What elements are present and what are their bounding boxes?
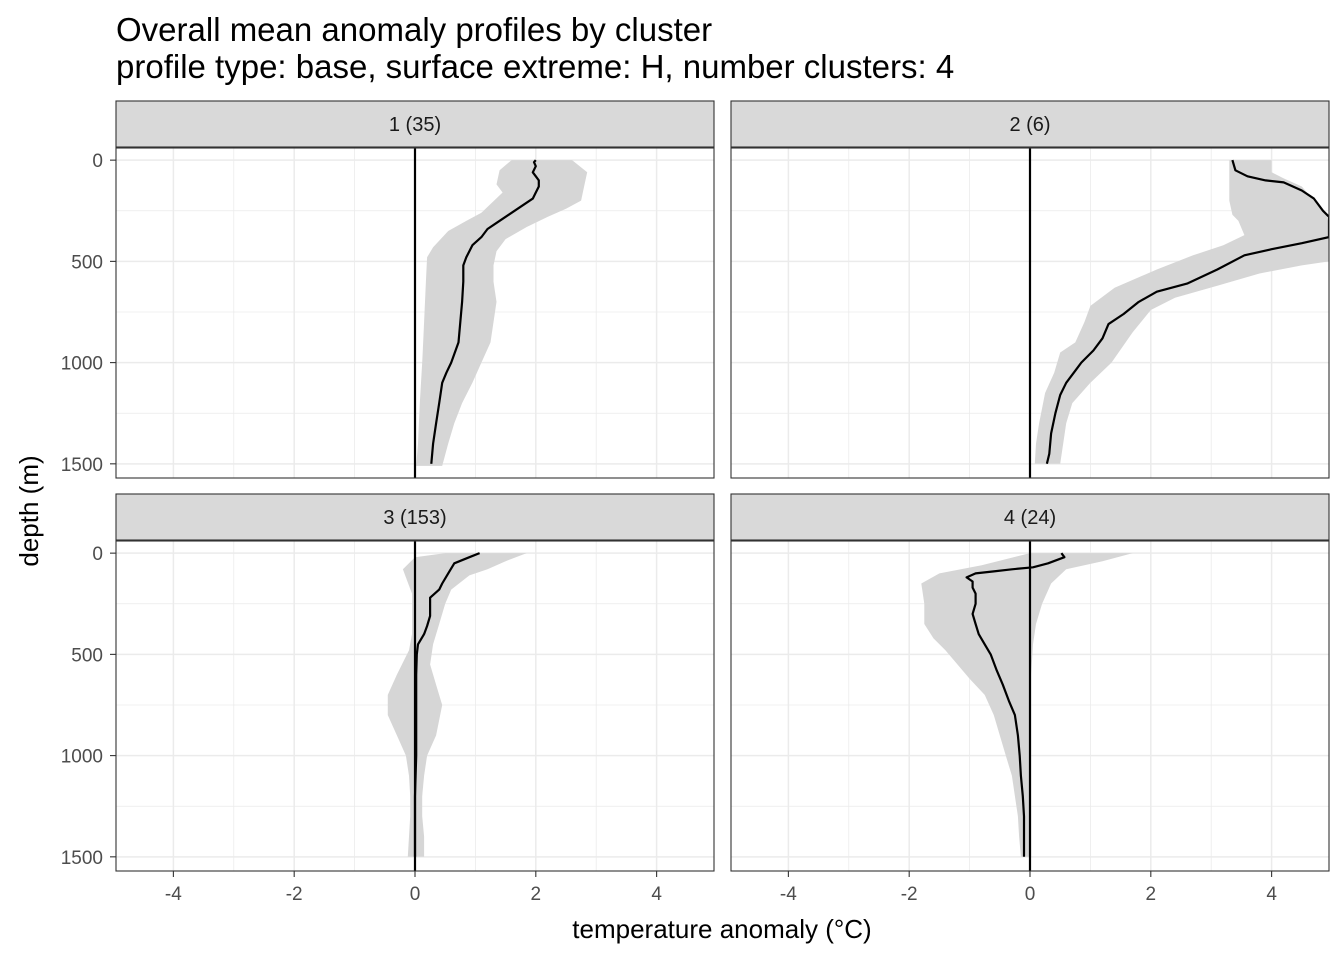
mean-profile-line: [430, 159, 540, 464]
facet-strip: [730, 493, 1330, 541]
x-tick-label: 2: [531, 884, 542, 905]
mean-profile-line: [965, 552, 1066, 857]
panel-border: [730, 147, 1330, 479]
x-tick-label: 4: [1266, 884, 1277, 905]
facet-panel: 3 (153) -4 -2 0 2 4 0 500 1000 1500: [61, 493, 715, 905]
y-axis-title: depth (m): [14, 455, 44, 566]
facet-panels: 1 (35) 0 500 1000 1500 2 (6) 3 (153) -4 -2 0 2 4 0 50…: [61, 100, 1330, 905]
facet-strip-label: 4 (24): [1004, 507, 1056, 529]
facet-strip: [115, 493, 715, 541]
y-tick-label: 500: [71, 645, 103, 666]
x-tick-label: 2: [1146, 884, 1157, 905]
y-tick-label: 500: [71, 252, 103, 273]
x-tick-label: 0: [410, 884, 421, 905]
facet-panel: 2 (6): [730, 100, 1330, 479]
x-tick-label: -2: [901, 884, 918, 905]
mean-profile-line: [413, 552, 481, 857]
x-tick-label: -2: [286, 884, 303, 905]
facet-strip: [730, 100, 1330, 148]
y-tick-label: 1000: [61, 354, 103, 375]
facet-strip-label: 2 (6): [1009, 114, 1050, 136]
chart-subtitle: profile type: base, surface extreme: H, …: [116, 48, 954, 85]
facet-panel: 1 (35) 0 500 1000 1500: [61, 100, 715, 479]
facet-strip-label: 1 (35): [389, 114, 441, 136]
y-tick-label: 1000: [61, 747, 103, 768]
facet-panel: 4 (24) -4 -2 0 2 4: [730, 493, 1330, 905]
uncertainty-band: [1034, 160, 1329, 464]
facet-strip: [115, 100, 715, 148]
uncertainty-band: [387, 553, 527, 857]
y-tick-label: 0: [92, 544, 103, 565]
x-tick-label: 0: [1025, 884, 1036, 905]
x-tick-label: -4: [780, 884, 797, 905]
x-tick-label: 4: [651, 884, 662, 905]
uncertainty-band: [921, 553, 1133, 857]
facet-strip-label: 3 (153): [383, 507, 446, 529]
uncertainty-band: [416, 160, 588, 466]
mean-profile-line: [1045, 159, 1329, 465]
y-tick-label: 1500: [61, 848, 103, 869]
panel-border: [115, 147, 715, 479]
chart-title: Overall mean anomaly profiles by cluster: [116, 11, 712, 48]
y-tick-label: 0: [92, 151, 103, 172]
x-tick-label: -4: [165, 884, 182, 905]
x-axis-title: temperature anomaly (°C): [572, 914, 871, 944]
y-tick-label: 1500: [61, 455, 103, 476]
